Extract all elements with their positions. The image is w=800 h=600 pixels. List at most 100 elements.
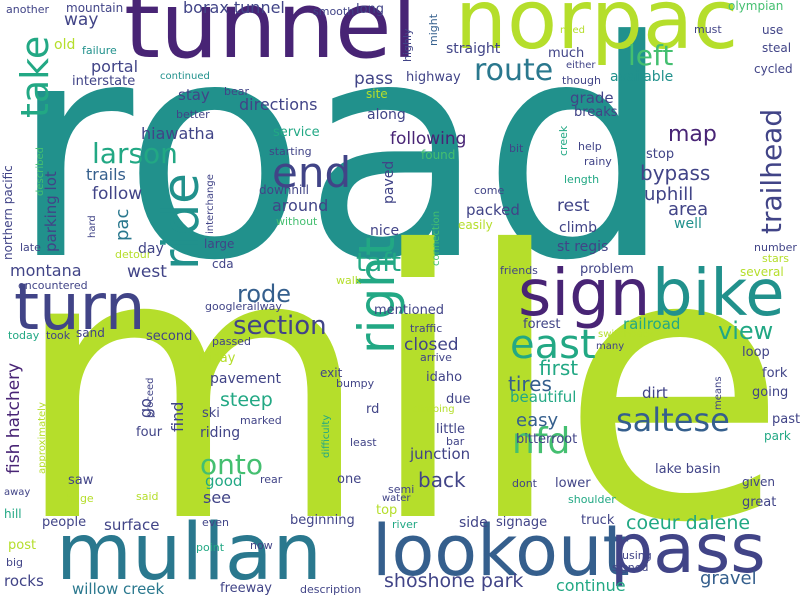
word-following: following bbox=[390, 129, 467, 149]
word-encountered: encountered bbox=[18, 279, 88, 292]
word-highway: highway bbox=[406, 70, 461, 85]
word-well: well bbox=[674, 216, 702, 232]
word-bypass: bypass bbox=[640, 161, 711, 185]
word-climbing: climbing bbox=[412, 404, 455, 415]
word-top: top bbox=[376, 503, 398, 518]
word-help: help bbox=[578, 140, 602, 153]
word-forest: forest bbox=[523, 317, 561, 332]
word-hard: hard bbox=[87, 215, 98, 238]
word-switchback: switchback bbox=[598, 329, 654, 340]
word-use: use bbox=[762, 23, 784, 37]
word-continue: continue bbox=[556, 576, 626, 595]
word-beginning: beginning bbox=[290, 513, 355, 528]
word-taft: taft bbox=[356, 248, 402, 278]
word-first: first bbox=[539, 356, 579, 380]
word-back: back bbox=[418, 468, 466, 492]
word-large: large bbox=[204, 237, 235, 251]
word-pass-small: pass bbox=[354, 69, 393, 89]
word-continued: continued bbox=[160, 71, 210, 82]
word-found: found bbox=[421, 148, 456, 162]
word-take: take bbox=[13, 35, 57, 118]
word-interstate: interstate bbox=[72, 74, 136, 89]
word-description: description bbox=[300, 583, 362, 596]
word-bear: bear bbox=[224, 85, 250, 98]
word-easily: easily bbox=[458, 218, 493, 232]
word-several: several bbox=[740, 265, 784, 279]
word-bike: bike bbox=[652, 257, 785, 331]
word-fish-hatchery: fish hatchery bbox=[4, 362, 24, 474]
word-rd: rd bbox=[366, 402, 380, 417]
word-need: need bbox=[560, 25, 585, 36]
word-service: service bbox=[273, 125, 320, 140]
word-rocks: rocks bbox=[4, 572, 44, 590]
word-junction: junction bbox=[410, 445, 471, 463]
word-come: come bbox=[474, 184, 505, 197]
word-away: away bbox=[4, 487, 31, 498]
word-rode: rode bbox=[237, 280, 292, 308]
word-pavement: pavement bbox=[210, 371, 281, 387]
word-number: number bbox=[754, 241, 797, 254]
word-marked: marked bbox=[240, 414, 282, 427]
word-hiawatha: hiawatha bbox=[141, 124, 215, 143]
word-second: second bbox=[146, 329, 193, 344]
word-end: end bbox=[272, 148, 352, 197]
word-one: one bbox=[337, 472, 362, 487]
word-lower: lower bbox=[555, 476, 591, 491]
word-straight: straight bbox=[446, 41, 501, 57]
word-section: section bbox=[233, 311, 327, 341]
word-due: due bbox=[446, 392, 471, 407]
word-sand: sand bbox=[76, 326, 105, 340]
word-closed: closed bbox=[404, 335, 459, 355]
word-saltese: saltese bbox=[616, 401, 730, 439]
word-now: now bbox=[250, 539, 273, 552]
word-follow: follow bbox=[92, 184, 143, 204]
word-freeway: freeway bbox=[220, 581, 272, 596]
word-said: said bbox=[136, 490, 159, 503]
word-four: four bbox=[136, 425, 163, 440]
word-tires: tires bbox=[508, 372, 552, 396]
word-starting: starting bbox=[269, 145, 312, 158]
word-site: site bbox=[366, 87, 388, 101]
word-either: either bbox=[566, 60, 596, 71]
word-climb: climb bbox=[559, 220, 598, 236]
word-smooth: smooth bbox=[313, 5, 355, 18]
word-people: people bbox=[42, 515, 87, 530]
word-way: way bbox=[64, 10, 99, 30]
word-going: going bbox=[752, 385, 789, 400]
word-route: route bbox=[474, 53, 554, 88]
word-proceed: proceed bbox=[145, 377, 156, 418]
word-even: even bbox=[202, 516, 230, 529]
word-googlerailway: googlerailway bbox=[205, 300, 282, 313]
word-hill: hill bbox=[4, 507, 22, 521]
word-railroad: railroad bbox=[623, 315, 681, 333]
word-rainy: rainy bbox=[584, 155, 612, 168]
word-stay: stay bbox=[178, 86, 210, 104]
word-failure: failure bbox=[82, 44, 117, 57]
word-parking-lot: parking lot bbox=[42, 171, 60, 252]
word-friends: friends bbox=[500, 264, 538, 277]
word-turn: turn bbox=[14, 271, 146, 345]
word-montana: montana bbox=[10, 261, 82, 280]
word-rear: rear bbox=[260, 473, 283, 486]
word-big: big bbox=[6, 556, 24, 569]
word-connection: connection bbox=[431, 210, 442, 266]
word-mentioned: mentioned bbox=[374, 303, 445, 318]
word-breaks: breaks bbox=[574, 105, 618, 120]
word-stars: stars bbox=[762, 252, 790, 265]
word-long: long bbox=[356, 2, 385, 17]
word-trails: trails bbox=[86, 165, 126, 184]
word-day: day bbox=[138, 241, 164, 257]
word-area: area bbox=[668, 199, 709, 220]
word-lake-basin: lake basin bbox=[655, 462, 721, 477]
word-pass: pass bbox=[610, 510, 766, 589]
word-passed: passed bbox=[212, 335, 251, 348]
word-cycled: cycled bbox=[754, 62, 793, 76]
word-easy: easy bbox=[516, 410, 559, 431]
word-signed: signed bbox=[612, 561, 649, 574]
word-using: using bbox=[622, 549, 652, 562]
word-given: given bbox=[742, 475, 776, 489]
word-problem: problem bbox=[580, 262, 634, 277]
word-took: took bbox=[46, 329, 71, 342]
word-means: means bbox=[713, 376, 724, 410]
